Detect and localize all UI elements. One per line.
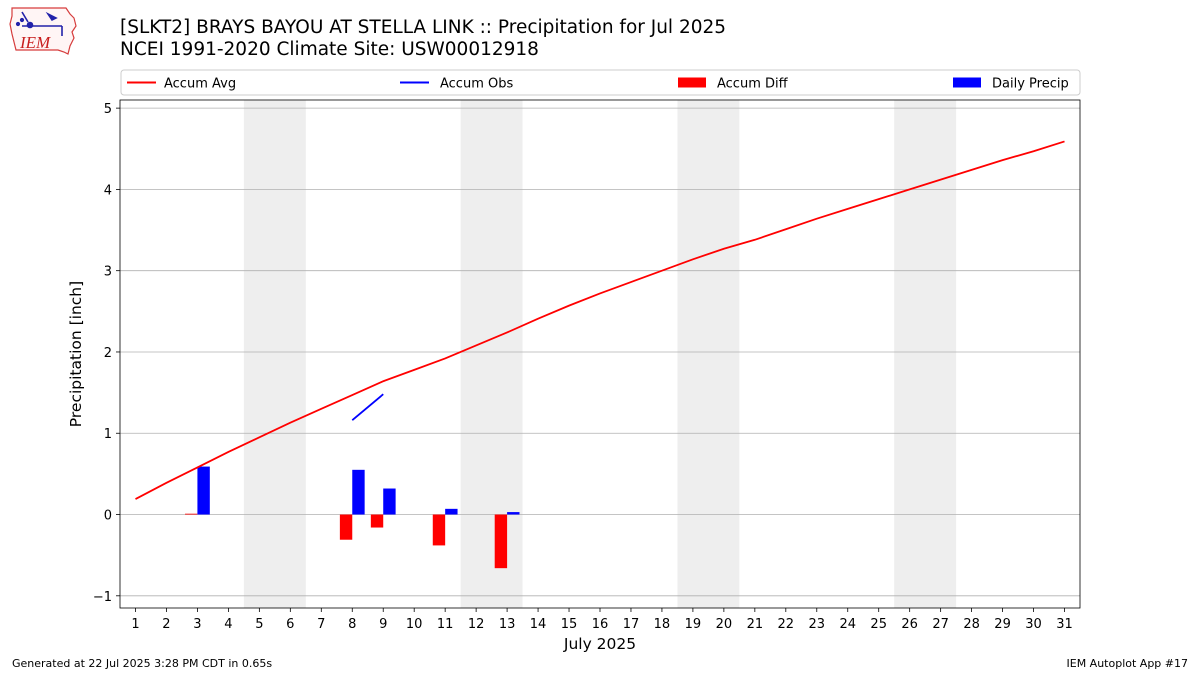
legend-label-accum-obs: Accum Obs [440,77,513,92]
x-tick-label: 8 [348,617,356,632]
iem-logo: IEM [9,7,77,55]
chart-subtitle: NCEI 1991-2020 Climate Site: USW00012918 [120,39,539,60]
weekend-band [243,100,306,608]
x-tick-label: 15 [561,617,578,632]
legend-swatch-accum-diff [678,77,706,88]
x-tick-label: 20 [716,617,733,632]
accum-diff-bar [370,514,384,528]
y-tick-label: 2 [104,346,112,361]
accum-diff-bar [339,514,353,540]
weekend-band [460,100,523,608]
x-tick-label: 31 [1056,617,1073,632]
x-tick-label: 11 [437,617,454,632]
weekend-band [677,100,740,608]
legend-label-accum-diff: Accum Diff [717,77,789,92]
y-tick-label: 0 [104,509,112,524]
x-tick-label: 22 [778,617,795,632]
x-tick-label: 24 [839,617,856,632]
accum-obs-line [351,393,384,421]
accum-diff-bar [432,514,446,546]
y-tick-label: 3 [104,265,112,280]
y-axis-label: Precipitation [inch] [67,281,85,427]
x-tick-label: 7 [317,617,325,632]
x-tick-label: 17 [623,617,640,632]
x-tick-label: 29 [994,617,1011,632]
weekend-band [894,100,957,608]
accum-diff-bar [185,513,198,515]
generated-timestamp: Generated at 22 Jul 2025 3:28 PM CDT in … [12,657,273,670]
daily-precip-bar [507,512,520,515]
x-tick-label: 6 [286,617,294,632]
x-tick-label: 3 [193,617,201,632]
legend-swatch-daily-precip [953,77,981,88]
x-tick-label: 16 [592,617,609,632]
x-tick-label: 2 [162,617,170,632]
x-axis-label: July 2025 [563,635,636,653]
x-tick-label: 14 [530,617,547,632]
x-tick-label: 21 [747,617,764,632]
x-tick-label: 25 [870,617,887,632]
y-tick-label: 1 [104,427,112,442]
daily-precip-bar [445,508,458,515]
x-tick-label: 30 [1025,617,1042,632]
x-tick-label: 28 [963,617,980,632]
x-tick-label: 12 [468,617,485,632]
x-tick-label: 18 [654,617,671,632]
x-tick-label: 27 [932,617,949,632]
x-tick-label: 26 [901,617,918,632]
plot-frame [119,99,1081,609]
x-tick-label: 1 [131,617,139,632]
app-credit: IEM Autoplot App #17 [1066,657,1189,670]
x-tick-label: 13 [499,617,516,632]
legend-label-accum-avg: Accum Avg [164,77,236,92]
chart-title: [SLKT2] BRAYS BAYOU AT STELLA LINK :: Pr… [120,17,727,38]
x-tick-label: 4 [224,617,232,632]
daily-precip-bar [383,488,396,515]
daily-precip-bar [352,469,365,515]
legend-label-daily-precip: Daily Precip [992,77,1069,92]
x-tick-label: 23 [809,617,826,632]
y-tick-label: 4 [104,183,112,198]
y-tick-label: −1 [93,590,112,605]
weather-station-icon [15,11,63,36]
x-tick-label: 5 [255,617,263,632]
x-tick-label: 10 [406,617,423,632]
accum-diff-bar [494,514,508,569]
x-tick-label: 9 [379,617,387,632]
logo-text: IEM [19,33,51,52]
y-tick-label: 5 [104,102,112,117]
legend-box [120,69,1081,96]
x-tick-label: 19 [685,617,702,632]
daily-precip-bar [197,466,210,515]
